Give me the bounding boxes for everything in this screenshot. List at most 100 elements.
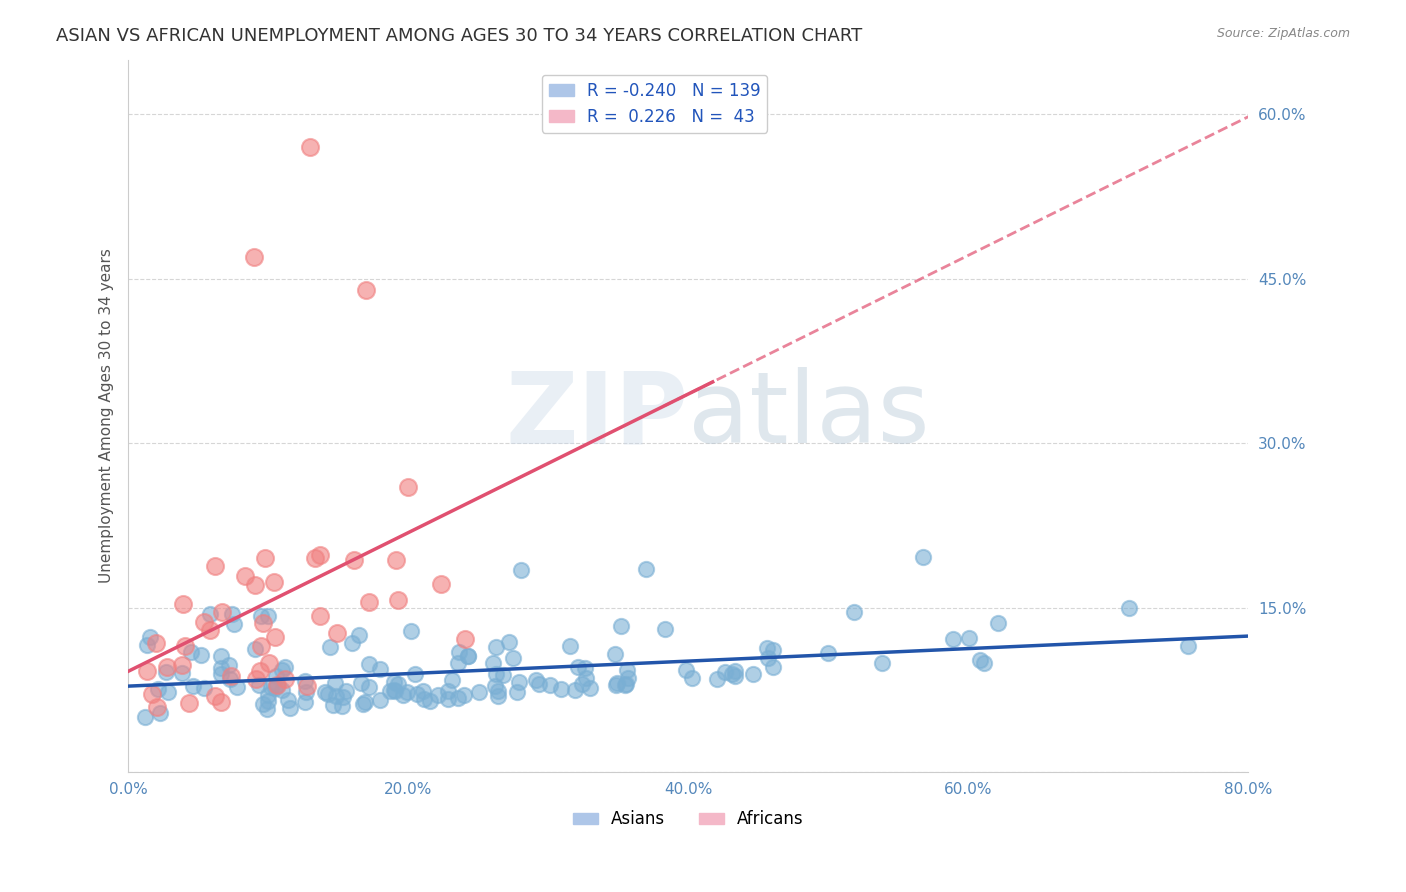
- Point: [270, 664, 292, 678]
- Point: [322, 698, 344, 713]
- Point: [343, 553, 366, 567]
- Point: [357, 657, 380, 672]
- Point: [172, 657, 194, 672]
- Point: [492, 668, 515, 682]
- Point: [1118, 600, 1140, 615]
- Point: [274, 659, 297, 673]
- Point: [349, 676, 371, 690]
- Point: [681, 672, 703, 686]
- Point: [382, 674, 405, 689]
- Point: [174, 639, 197, 653]
- Legend: Asians, Africans: Asians, Africans: [567, 804, 810, 835]
- Point: [368, 662, 391, 676]
- Point: [605, 678, 627, 692]
- Point: [567, 660, 589, 674]
- Point: [353, 695, 375, 709]
- Point: [526, 673, 548, 687]
- Point: [508, 675, 530, 690]
- Point: [357, 595, 380, 609]
- Point: [190, 648, 212, 662]
- Point: [254, 550, 277, 565]
- Point: [482, 657, 505, 671]
- Point: [724, 669, 747, 683]
- Point: [319, 640, 342, 655]
- Point: [404, 666, 426, 681]
- Point: [498, 635, 520, 649]
- Point: [987, 616, 1010, 631]
- Point: [264, 681, 287, 695]
- Point: [266, 678, 288, 692]
- Point: [419, 694, 441, 708]
- Point: [453, 689, 475, 703]
- Point: [440, 673, 463, 687]
- Point: [385, 553, 408, 567]
- Point: [266, 678, 288, 692]
- Text: Source: ZipAtlas.com: Source: ZipAtlas.com: [1216, 27, 1350, 40]
- Point: [430, 576, 453, 591]
- Point: [1177, 639, 1199, 653]
- Point: [172, 598, 194, 612]
- Point: [257, 693, 280, 707]
- Point: [347, 628, 370, 642]
- Point: [271, 682, 294, 697]
- Point: [325, 689, 347, 703]
- Point: [149, 706, 172, 720]
- Point: [486, 689, 509, 703]
- Point: [233, 568, 256, 582]
- Point: [606, 676, 628, 690]
- Point: [211, 605, 233, 619]
- Point: [249, 678, 271, 692]
- Point: [323, 676, 346, 690]
- Point: [172, 665, 194, 680]
- Point: [613, 678, 636, 692]
- Point: [382, 682, 405, 697]
- Point: [654, 622, 676, 636]
- Point: [332, 690, 354, 705]
- Point: [314, 685, 336, 699]
- Point: [243, 250, 266, 264]
- Point: [136, 665, 159, 679]
- Point: [675, 663, 697, 677]
- Point: [256, 609, 278, 624]
- Point: [762, 660, 785, 674]
- Point: [181, 679, 204, 693]
- Point: [957, 631, 980, 645]
- Point: [219, 673, 242, 687]
- Point: [579, 681, 602, 695]
- Point: [243, 578, 266, 592]
- Point: [134, 709, 156, 723]
- Point: [209, 667, 232, 681]
- Point: [617, 671, 640, 685]
- Point: [636, 562, 658, 576]
- Point: [243, 641, 266, 656]
- Point: [724, 665, 747, 679]
- Point: [356, 283, 378, 297]
- Point: [309, 608, 332, 623]
- Point: [141, 687, 163, 701]
- Point: [527, 677, 550, 691]
- Point: [392, 688, 415, 702]
- Point: [378, 684, 401, 698]
- Point: [222, 616, 245, 631]
- Point: [969, 653, 991, 667]
- Point: [571, 677, 593, 691]
- Point: [257, 656, 280, 670]
- Point: [405, 688, 427, 702]
- Point: [294, 674, 316, 689]
- Point: [605, 648, 627, 662]
- Point: [200, 607, 222, 621]
- Point: [145, 636, 167, 650]
- Point: [218, 657, 240, 672]
- Point: [299, 140, 322, 154]
- Point: [249, 608, 271, 623]
- Point: [204, 559, 226, 574]
- Point: [264, 631, 287, 645]
- Point: [264, 668, 287, 682]
- Point: [136, 638, 159, 652]
- Point: [399, 624, 422, 639]
- Point: [844, 605, 866, 619]
- Point: [447, 691, 470, 706]
- Point: [295, 685, 318, 699]
- Point: [155, 665, 177, 679]
- Point: [457, 649, 479, 664]
